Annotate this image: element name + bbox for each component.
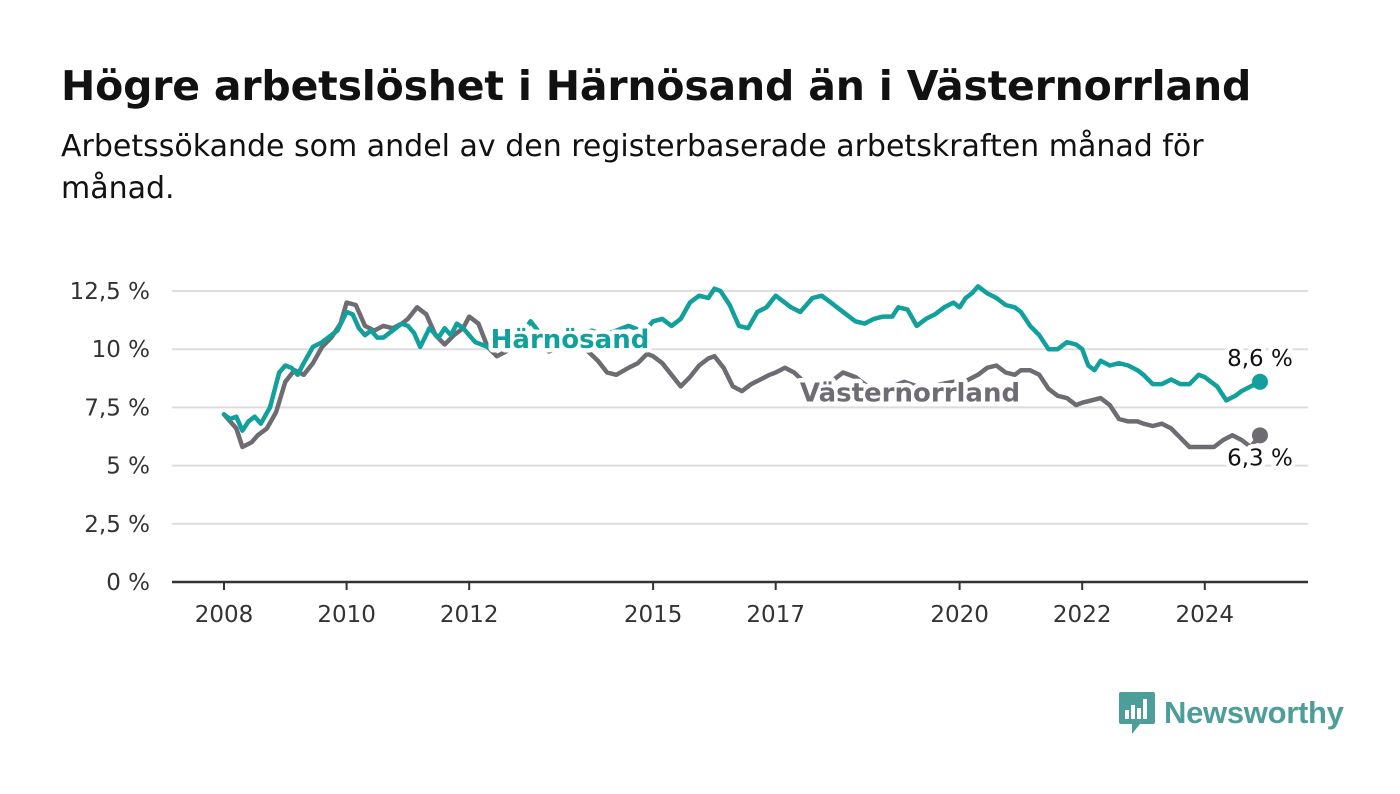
y-tick-label: 2,5 %	[84, 512, 150, 538]
chart-subtitle: Arbetssökande som andel av den registerb…	[61, 129, 1204, 206]
series-lines	[221, 284, 1263, 450]
x-tick-label: 2017	[746, 602, 805, 628]
series-label-vasternorrland: Västernorrland	[800, 379, 1020, 409]
chart-title: Högre arbetslöshet i Härnösand än i Väst…	[61, 62, 1252, 110]
y-tick-label: 12,5 %	[70, 279, 150, 305]
y-tick-label: 10 %	[92, 337, 150, 363]
x-tick-label: 2020	[930, 602, 989, 628]
series-label-harnosand-halo: Härnösand	[491, 325, 650, 355]
grid-lines	[172, 290, 1308, 584]
y-tick-label: 7,5 %	[84, 395, 150, 421]
end-label-vasternorrland-halo: 6,3 %	[1227, 445, 1293, 471]
series-labels: HärnösandHärnösandVästernorrlandVästerno…	[486, 321, 1297, 476]
end-label-harnosand: 8,6 %	[1227, 346, 1293, 372]
x-tick-label: 2024	[1176, 602, 1235, 628]
y-tick-label: 0 %	[106, 570, 150, 596]
series-line-harnosand	[221, 284, 1263, 433]
y-axis-ticks: 0 % 2,5 % 5 % 7,5 % 10 % 12,5 %	[70, 279, 150, 596]
newsworthy-logo-icon	[1119, 692, 1155, 734]
newsworthy-logo: Newsworthy	[1118, 690, 1344, 736]
x-tick-label: 2022	[1053, 602, 1112, 628]
x-tick-label: 2008	[195, 602, 254, 628]
x-tick-label: 2012	[440, 602, 499, 628]
end-point-harnosand	[1251, 373, 1268, 390]
series-label-harnosand: Härnösand	[491, 325, 650, 355]
brand-name: Newsworthy	[1164, 695, 1344, 730]
end-label-vasternorrland: 6,3 %	[1227, 445, 1293, 471]
x-axis-ticks: 2008 2010 2012 2015 2017 2020 2022 2024	[195, 582, 1234, 628]
x-tick-label: 2015	[624, 602, 683, 628]
series-label-vasternorrland-halo: Västernorrland	[800, 379, 1020, 409]
series-line-vasternorrland	[221, 300, 1263, 450]
end-label-harnosand-halo: 8,6 %	[1227, 346, 1293, 372]
x-tick-label: 2010	[317, 602, 376, 628]
end-point-vasternorrland	[1251, 427, 1268, 444]
y-tick-label: 5 %	[106, 454, 150, 480]
